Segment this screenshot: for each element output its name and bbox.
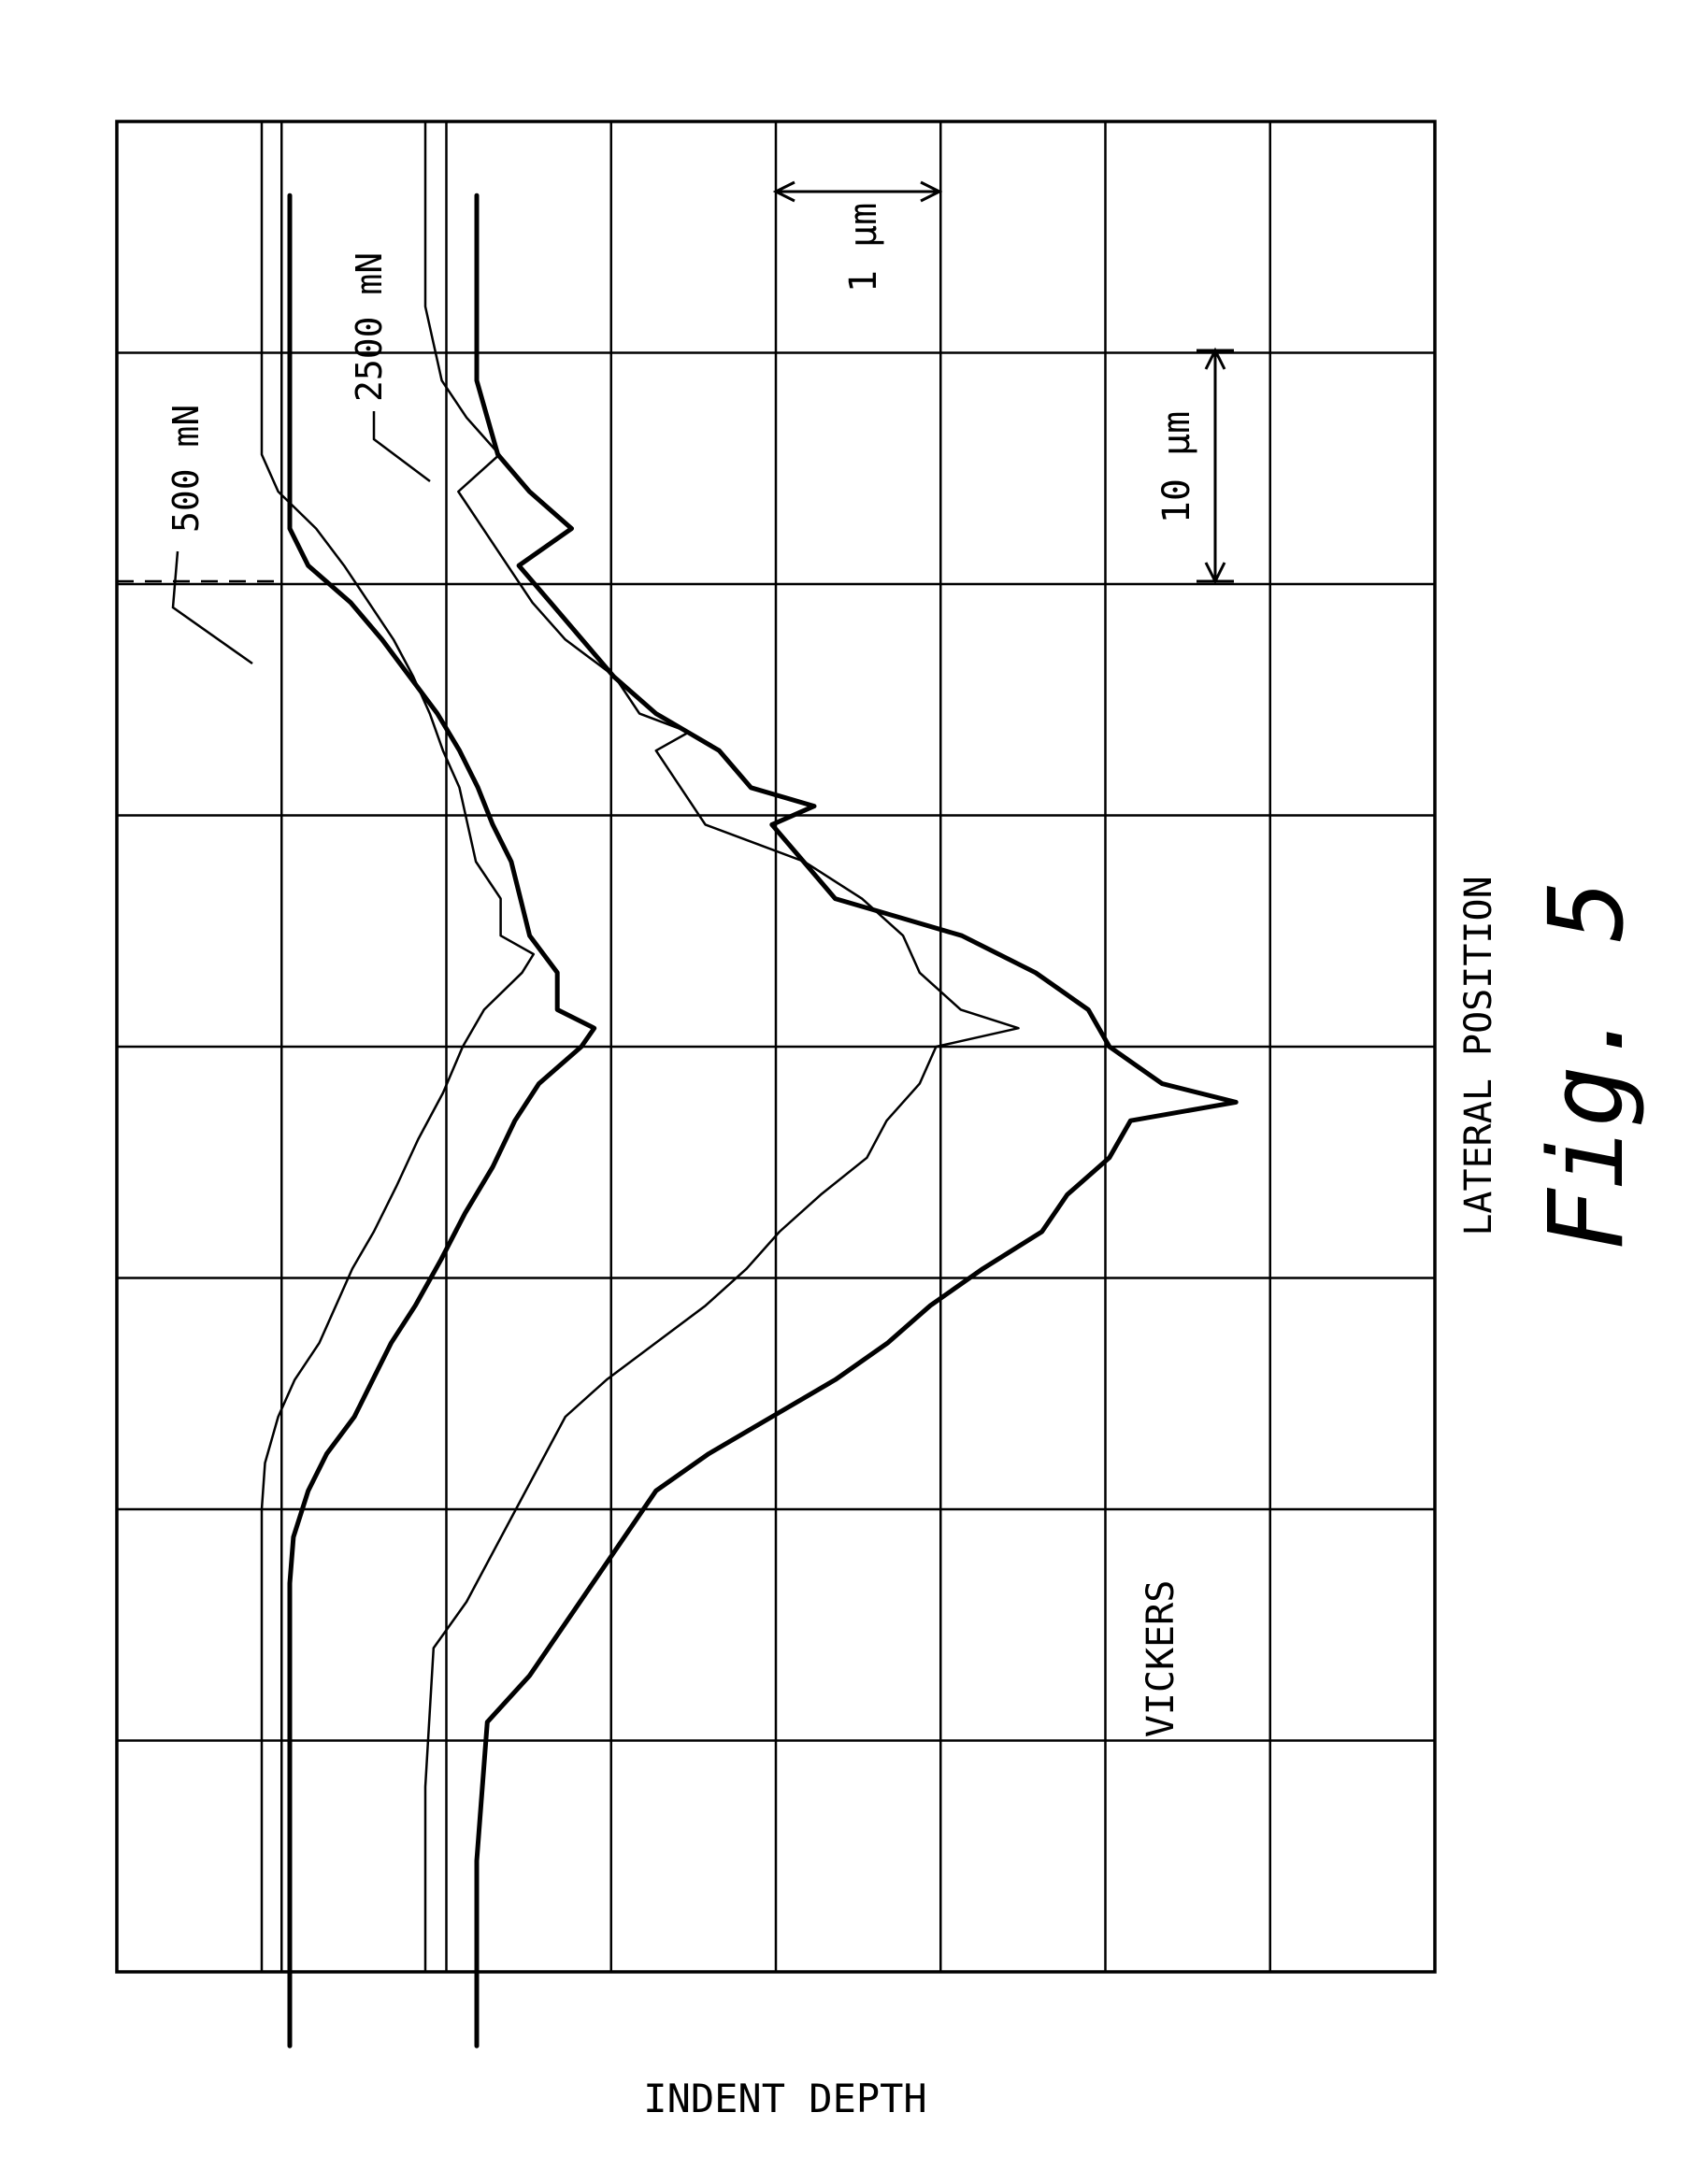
x-axis-label: LATERAL POSITION [1457, 876, 1500, 1235]
load-label-500: 500 mN [165, 405, 207, 533]
leader-500 [171, 550, 253, 665]
lateral-scale-label: 10 μm [1155, 411, 1198, 523]
depth-scale-arrow [772, 180, 795, 203]
chart-annotations [117, 180, 1234, 665]
lateral-scale-arrow [1204, 562, 1226, 585]
load-label-2500: 2500 mN [349, 252, 390, 402]
profile-curves [260, 120, 1239, 2048]
y-axis-label: INDENT DEPTH [643, 2076, 926, 2121]
leader-2500 [372, 411, 431, 482]
profile-curve [474, 193, 1239, 2048]
chart-grid [115, 120, 1437, 1974]
profile-curve [287, 193, 597, 2048]
profile-curve [260, 120, 536, 1974]
depth-scale-arrow [920, 180, 943, 203]
lateral-scale-arrow [1204, 347, 1226, 370]
depth-scale-label: 1 μm [842, 203, 885, 293]
figure-label: Fig. 5 [1526, 879, 1646, 1250]
indenter-label: VICKERS [1139, 1580, 1182, 1738]
profile-curve [423, 120, 1020, 1974]
